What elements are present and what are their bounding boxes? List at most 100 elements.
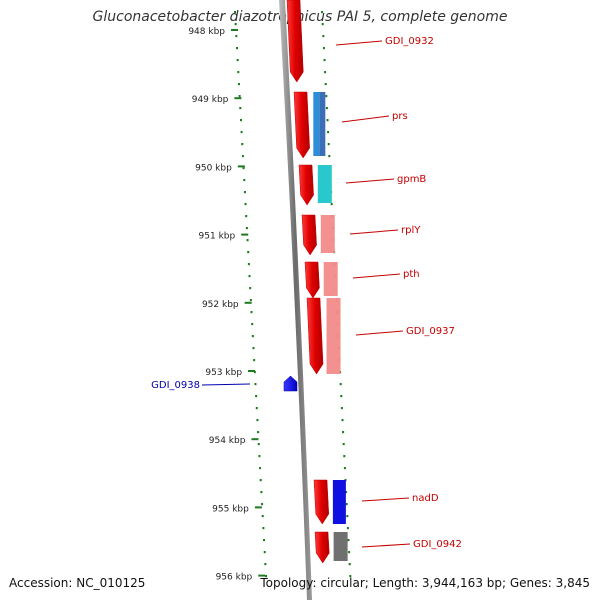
gene-label[interactable]: GDI_0938	[151, 380, 200, 391]
inner-dotted-ring	[234, 11, 268, 578]
ring-dot	[261, 515, 264, 518]
ring-dot	[247, 251, 250, 254]
ring-dot	[349, 575, 352, 578]
ruler-tick-label: 955 kbp	[212, 504, 249, 514]
ring-dot	[235, 47, 238, 50]
ring-dot	[327, 131, 330, 134]
ring-dot	[347, 539, 350, 542]
label-leader	[341, 115, 390, 123]
ruler-tick-label: 948 kbp	[188, 27, 225, 37]
gene-arrow[interactable]	[286, 0, 304, 83]
ring-dot	[324, 71, 327, 74]
ring-dot	[327, 143, 330, 146]
ring-dot	[237, 83, 240, 86]
ring-dot	[253, 359, 256, 362]
ring-dot	[263, 551, 266, 554]
label-leader	[349, 229, 399, 235]
gene-arrow[interactable]	[304, 261, 320, 299]
cog-block	[320, 215, 335, 253]
ring-dot	[243, 191, 246, 194]
ring-dot	[265, 575, 268, 578]
ring-dot	[346, 515, 349, 518]
gene-label[interactable]: prs	[392, 111, 408, 122]
cog-block	[313, 92, 320, 156]
ring-dot	[259, 467, 262, 470]
ring-dot	[345, 503, 348, 506]
ring-dot	[328, 155, 331, 158]
ring-dot	[252, 347, 255, 350]
ring-dot	[239, 119, 242, 122]
ring-dot	[324, 83, 327, 86]
ruler-tick-label: 951 kbp	[199, 232, 236, 242]
ring-dot	[330, 203, 333, 206]
gene-ring	[283, 0, 330, 564]
label-leader	[335, 40, 383, 46]
gene-arrow[interactable]	[298, 164, 314, 206]
ring-dot	[322, 47, 325, 50]
ruler-tick-label: 952 kbp	[202, 300, 239, 310]
gene-label[interactable]: pth	[403, 269, 420, 280]
ring-dot	[325, 95, 328, 98]
ruler-tick-label: 953 kbp	[205, 368, 242, 378]
gene-arrow[interactable]	[301, 214, 317, 256]
cog-block	[317, 165, 332, 203]
ring-dot	[342, 431, 345, 434]
ring-dot	[255, 395, 258, 398]
ring-dot	[247, 263, 250, 266]
ring-dot	[235, 35, 238, 38]
gene-label[interactable]: GDI_0942	[413, 539, 462, 550]
ring-dot	[245, 215, 248, 218]
label-leader	[352, 273, 401, 279]
gene-arrow[interactable]	[283, 375, 298, 392]
ring-dot	[348, 563, 351, 566]
ring-dot	[243, 179, 246, 182]
ring-dot	[343, 455, 346, 458]
cog-block	[319, 92, 326, 156]
ring-dot	[249, 299, 252, 302]
cog-ring	[313, 92, 348, 561]
ring-dot	[339, 383, 342, 386]
gene-arrow[interactable]	[314, 531, 330, 564]
ring-dot	[343, 467, 346, 470]
ring-dot	[250, 311, 253, 314]
ruler-tick-label: 950 kbp	[195, 163, 232, 173]
cog-block	[332, 480, 346, 524]
gene-label[interactable]: GDI_0932	[385, 36, 434, 47]
gene-arrow[interactable]	[313, 479, 330, 525]
backbone-ring	[279, 0, 312, 600]
ring-dot	[259, 479, 262, 482]
ring-dot	[257, 431, 260, 434]
ruler-tick-label: 949 kbp	[192, 95, 229, 105]
ring-dot	[254, 383, 257, 386]
ring-dot	[257, 443, 260, 446]
gene-arrow[interactable]	[306, 297, 324, 375]
ring-dot	[263, 539, 266, 542]
label-leader	[361, 497, 410, 502]
ring-dot	[245, 227, 248, 230]
ring-dot	[234, 11, 237, 14]
topology-text: Topology: circular; Length: 3,944,163 bp…	[260, 576, 590, 590]
gene-label[interactable]: GDI_0937	[406, 326, 455, 337]
cog-block	[323, 262, 338, 296]
ring-dot	[321, 11, 324, 14]
gene-label[interactable]: nadD	[412, 493, 439, 504]
ring-dot	[234, 23, 237, 26]
gene-label[interactable]: rplY	[401, 225, 421, 236]
gene-label[interactable]: gpmB	[397, 174, 426, 185]
ring-dot	[240, 131, 243, 134]
accession-text: Accession: NC_010125	[9, 576, 146, 590]
ruler: 948 kbp 949 kbp 950 kbp 951 kbp 952 kbp 953 k…	[188, 27, 266, 583]
cog-block	[333, 532, 348, 561]
ring-dot	[239, 107, 242, 110]
ruler-tick-label: 954 kbp	[209, 436, 246, 446]
ruler-tick-label: 956 kbp	[216, 573, 253, 583]
ring-dot	[325, 107, 328, 110]
ring-dot	[242, 167, 245, 170]
gene-arrow[interactable]	[293, 91, 310, 159]
ring-dot	[340, 395, 343, 398]
ring-dot	[253, 371, 256, 374]
ring-dot	[348, 551, 351, 554]
ring-dot	[241, 155, 244, 158]
label-leader	[355, 330, 404, 336]
